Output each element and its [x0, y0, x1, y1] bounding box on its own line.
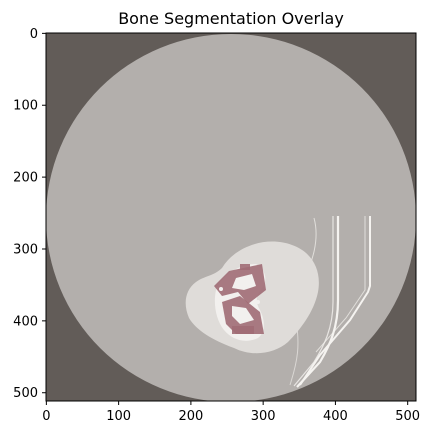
axes-frame	[45, 32, 417, 402]
scan-field-of-view	[46, 34, 416, 401]
x-tick-label: 0	[42, 409, 50, 424]
y-tick-label: 100	[13, 99, 38, 114]
figure-title: Bone Segmentation Overlay	[118, 9, 344, 28]
y-tick-label: 500	[13, 386, 38, 401]
x-tick-label: 500	[395, 409, 420, 424]
x-tick-label: 200	[178, 409, 203, 424]
mask-cavities	[219, 274, 260, 324]
x-tick-label: 100	[106, 409, 131, 424]
x-tick-label: 400	[323, 409, 348, 424]
y-tick-label: 200	[13, 171, 38, 186]
y-tick-label: 400	[13, 314, 38, 329]
y-tick-label: 0	[30, 27, 38, 42]
y-axis: 0 100 200 300 400 500	[13, 27, 46, 401]
x-axis: 0 100 200 300 400 500	[42, 401, 420, 424]
y-tick-label: 300	[13, 242, 38, 257]
image-panel	[46, 33, 416, 401]
x-tick-label: 300	[251, 409, 276, 424]
